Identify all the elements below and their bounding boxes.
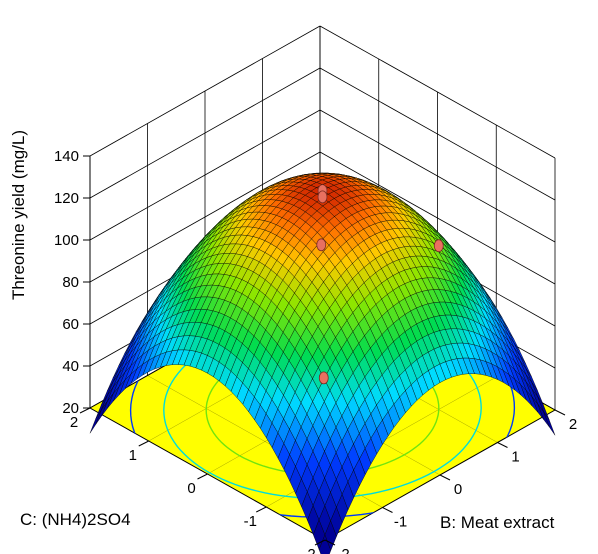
wall-gridline (89, 25, 321, 157)
wall-gridline (319, 67, 556, 201)
response-surface (89, 172, 556, 554)
b-tick-label: 1 (511, 449, 519, 466)
b-tick (554, 409, 566, 416)
wall-gridline (319, 109, 556, 243)
c-tick-label: -2 (302, 546, 315, 554)
wall-gridline (89, 151, 321, 283)
z-tick-label: 140 (54, 148, 79, 165)
c-axis-title: C: (NH4)2SO4 (20, 510, 131, 529)
z-axis-title: Threonine yield (mg/L) (9, 130, 28, 300)
wall-gridline (319, 25, 556, 159)
b-axis-title: B: Meat extract (440, 513, 555, 532)
c-tick (256, 506, 267, 513)
c-tick (138, 440, 149, 447)
c-tick (197, 473, 208, 480)
z-tick-label: 40 (62, 358, 79, 375)
b-tick-label: -1 (394, 514, 407, 531)
axes: 20 40 60 80 100 120 140 -2 -1 0 1 2 -2 -1 0 1 2 (54, 148, 577, 554)
b-tick (439, 474, 451, 481)
c-tick-label: 2 (70, 414, 78, 431)
surface-patch (543, 411, 556, 436)
c-tick-label: -1 (244, 513, 257, 530)
design-point (317, 190, 328, 204)
z-tick-label: 60 (62, 316, 79, 333)
surface-patch (318, 534, 332, 554)
design-point (316, 238, 327, 252)
b-tick (324, 539, 336, 546)
z-tick-label: 80 (62, 274, 79, 291)
wall-gridline (89, 109, 321, 241)
design-point (318, 371, 329, 385)
surface-patch (89, 409, 102, 434)
b-tick-label: 2 (569, 416, 577, 433)
wall-gridline (89, 67, 321, 199)
c-tick (314, 539, 326, 546)
z-tick-label: 100 (54, 232, 79, 249)
c-tick-label: 0 (187, 480, 195, 497)
b-tick (382, 507, 393, 513)
c-tick (79, 407, 91, 414)
c-tick-label: 1 (129, 447, 137, 464)
b-tick (497, 442, 508, 448)
b-tick-label: -2 (336, 546, 349, 554)
b-tick-label: 0 (454, 481, 462, 498)
z-tick-label: 120 (54, 190, 79, 207)
z-tick-label: 20 (62, 400, 79, 417)
design-point (433, 239, 444, 253)
design-points (316, 184, 444, 385)
wall-gridline (319, 151, 556, 285)
